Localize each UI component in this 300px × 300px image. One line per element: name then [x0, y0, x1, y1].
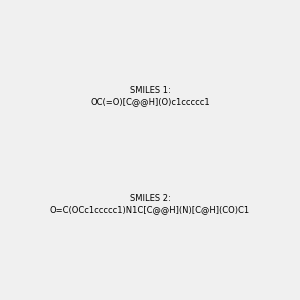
Text: SMILES 1:
OC(=O)[C@@H](O)c1ccccc1: SMILES 1: OC(=O)[C@@H](O)c1ccccc1 — [90, 86, 210, 106]
Text: SMILES 2:
O=C(OCc1ccccc1)N1C[C@@H](N)[C@H](CO)C1: SMILES 2: O=C(OCc1ccccc1)N1C[C@@H](N)[C@… — [50, 194, 250, 214]
